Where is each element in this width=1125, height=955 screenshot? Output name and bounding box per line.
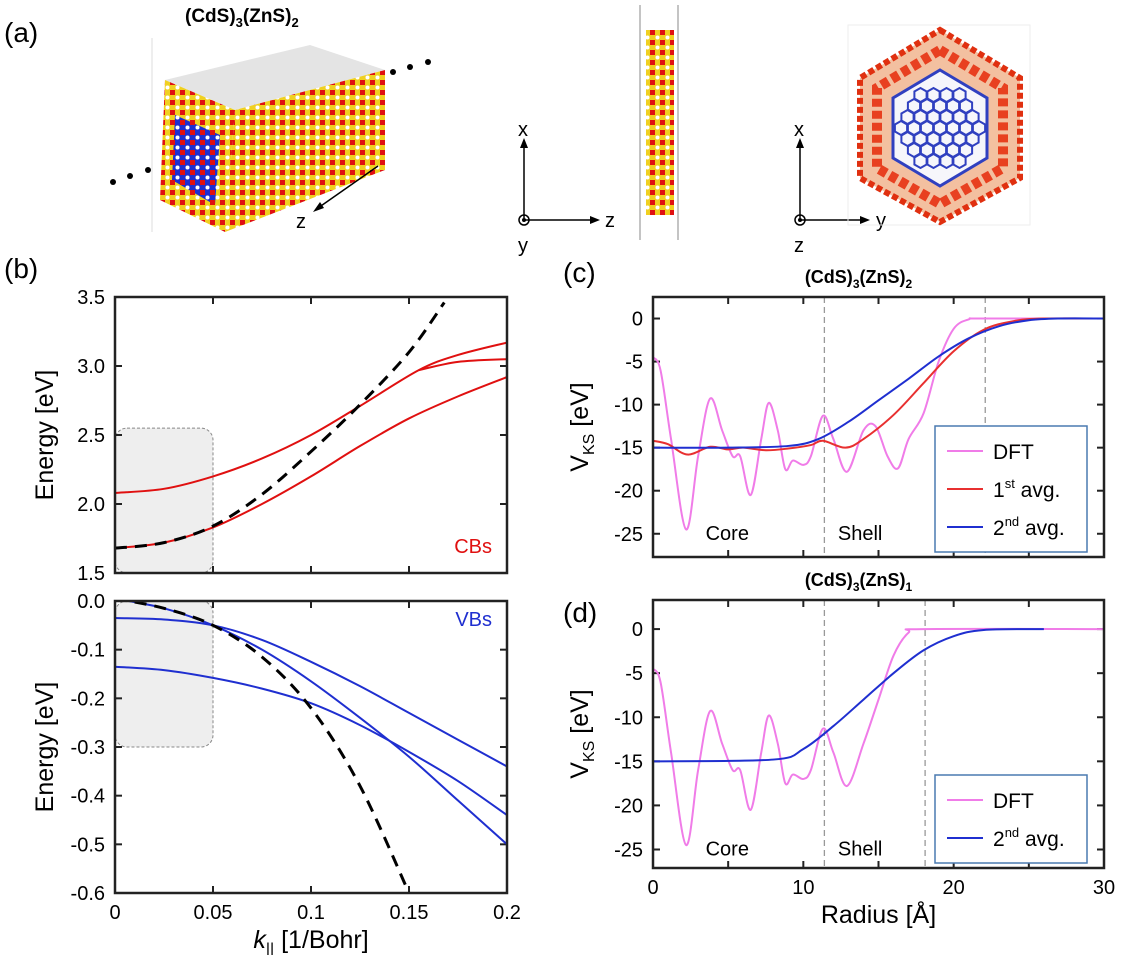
y-tick-label: 0 bbox=[632, 309, 643, 331]
series-line-2nd-avg- bbox=[653, 628, 1044, 763]
band-annotation: CBs bbox=[454, 536, 492, 558]
legend: DFT 1st avg. 2nd avg. bbox=[934, 425, 1088, 553]
panel-label-d: (d) bbox=[563, 597, 597, 628]
legend: DFT 2nd avg. bbox=[934, 774, 1088, 864]
y-axis-label: Energy [eV] bbox=[31, 370, 59, 501]
series-line-3 bbox=[119, 601, 411, 893]
y-tick-label: 0 bbox=[632, 619, 643, 641]
region-label: Core bbox=[706, 838, 749, 860]
y-tick-label: -0.3 bbox=[71, 737, 105, 759]
series-line-2nd-avg- bbox=[653, 317, 1104, 449]
side-axis-up: x bbox=[518, 119, 528, 141]
chart-title: (CdS)3(ZnS)2 bbox=[805, 267, 913, 291]
series-line-2 bbox=[115, 665, 507, 816]
region-label: Shell bbox=[838, 523, 882, 545]
series-group bbox=[115, 601, 507, 893]
top-axis-up: x bbox=[794, 119, 804, 141]
top-view-axes: x y z bbox=[794, 119, 886, 257]
chart-cb: 1.5 2.0 2.5 3.0 3.5 CBs Energy [eV] bbox=[31, 287, 509, 585]
x-tick-label: 10 bbox=[792, 877, 814, 899]
y-tick-label: 1.5 bbox=[77, 563, 105, 585]
y-tick-label: 3.5 bbox=[77, 287, 105, 309]
legend-box bbox=[934, 774, 1088, 864]
y-tick-label: 2.5 bbox=[77, 425, 105, 447]
panel-label-c: (c) bbox=[563, 257, 596, 288]
nanowire-3d-view bbox=[160, 45, 385, 232]
series-group bbox=[653, 627, 1104, 847]
x-axis-label: Radius [Å] bbox=[821, 899, 936, 929]
legend-label: 1st avg. bbox=[993, 476, 1060, 502]
x-tick-label: 0.05 bbox=[194, 902, 233, 924]
y-tick-label: -5 bbox=[625, 663, 643, 685]
y-axis-label: Energy [eV] bbox=[31, 682, 59, 813]
y-tick-label: -0.2 bbox=[71, 688, 105, 710]
nanowire-cross-section bbox=[847, 24, 1031, 226]
y-tick-label: -25 bbox=[614, 524, 643, 546]
region-label: Core bbox=[706, 523, 749, 545]
panel-label-a: (a) bbox=[4, 17, 38, 48]
x-tick-label: 30 bbox=[1093, 877, 1115, 899]
y-tick-label: -0.6 bbox=[71, 883, 105, 905]
legend-label: 2nd avg. bbox=[993, 514, 1065, 540]
y-tick-label: 0.0 bbox=[77, 591, 105, 613]
x-tick-label: 20 bbox=[943, 877, 965, 899]
series-line-1 bbox=[418, 358, 507, 372]
ellipsis-dots bbox=[110, 59, 431, 185]
y-tick-label: -0.5 bbox=[71, 834, 105, 856]
structure-panel: (CdS)3(ZnS)2 z bbox=[110, 5, 1031, 257]
plot-frame bbox=[651, 295, 1106, 559]
x-tick-label: 0.2 bbox=[493, 902, 521, 924]
chart-d: 0 10 20 30 0 -5 -10 -15 -20 -25 VKS [eV] Radius [Å]… bbox=[566, 570, 1115, 929]
y-tick-label: -10 bbox=[614, 707, 643, 729]
y-tick-label: 2.0 bbox=[77, 494, 105, 516]
x-tick-label: 0 bbox=[109, 902, 120, 924]
hexagon-ring bbox=[952, 152, 967, 170]
side-view-axes: x z y bbox=[518, 119, 615, 257]
x-tick-label: 0.15 bbox=[390, 902, 429, 924]
y-tick-label: -10 bbox=[614, 395, 643, 417]
series-line-0 bbox=[115, 617, 507, 768]
series-line-dft bbox=[653, 317, 1104, 531]
x-tick-label: 0.1 bbox=[297, 902, 325, 924]
plot-frame bbox=[651, 598, 1106, 870]
series-line-dft bbox=[653, 627, 1104, 847]
top-axis-right: y bbox=[876, 210, 886, 232]
side-axis-right: z bbox=[605, 210, 615, 232]
region-label: Shell bbox=[838, 838, 882, 860]
y-tick-label: -15 bbox=[614, 751, 643, 773]
band-annotation: VBs bbox=[455, 609, 492, 631]
y-axis-label: VKS [eV] bbox=[566, 382, 598, 471]
legend-label: DFT bbox=[993, 790, 1034, 813]
series-group bbox=[653, 317, 1104, 531]
y-tick-label: 3.0 bbox=[77, 356, 105, 378]
plot-frame bbox=[113, 599, 509, 895]
z-arrow bbox=[317, 165, 379, 209]
shaded-region bbox=[114, 427, 214, 574]
structure-title: (CdS)3(ZnS)2 bbox=[185, 6, 299, 30]
z-axis-label: z bbox=[296, 211, 306, 233]
chart-vb: 0 0.05 0.1 0.15 0.2 0.0 -0.1 -0.2 -0.3 -0.4 -0.5 -0… bbox=[31, 591, 521, 955]
y-tick-label: -20 bbox=[614, 795, 643, 817]
plot-frame bbox=[113, 295, 509, 575]
chart-c: 0 -5 -10 -15 -20 -25 VKS [eV] (CdS)3(ZnS)2 Core S… bbox=[566, 267, 1106, 559]
legend-label: 2nd avg. bbox=[993, 825, 1065, 851]
series-group bbox=[115, 301, 507, 550]
chart-title: (CdS)3(ZnS)1 bbox=[805, 570, 913, 594]
y-tick-label: -25 bbox=[614, 839, 643, 861]
side-axis-out: y bbox=[518, 235, 528, 257]
legend-label: DFT bbox=[993, 441, 1034, 464]
y-axis-label: VKS [eV] bbox=[566, 689, 598, 778]
y-tick-label: -0.4 bbox=[71, 786, 105, 808]
y-tick-label: -0.1 bbox=[71, 640, 105, 662]
y-tick-label: -15 bbox=[614, 438, 643, 460]
series-line-0 bbox=[115, 341, 507, 494]
x-axis-label: k|| [1/Bohr] bbox=[253, 926, 368, 955]
nanowire-side-view bbox=[646, 30, 674, 215]
x-tick-label: 0 bbox=[647, 877, 658, 899]
y-tick-label: -20 bbox=[614, 481, 643, 503]
y-tick-label: -5 bbox=[625, 352, 643, 374]
top-axis-out: z bbox=[794, 235, 804, 257]
panel-label-b: (b) bbox=[4, 253, 38, 284]
